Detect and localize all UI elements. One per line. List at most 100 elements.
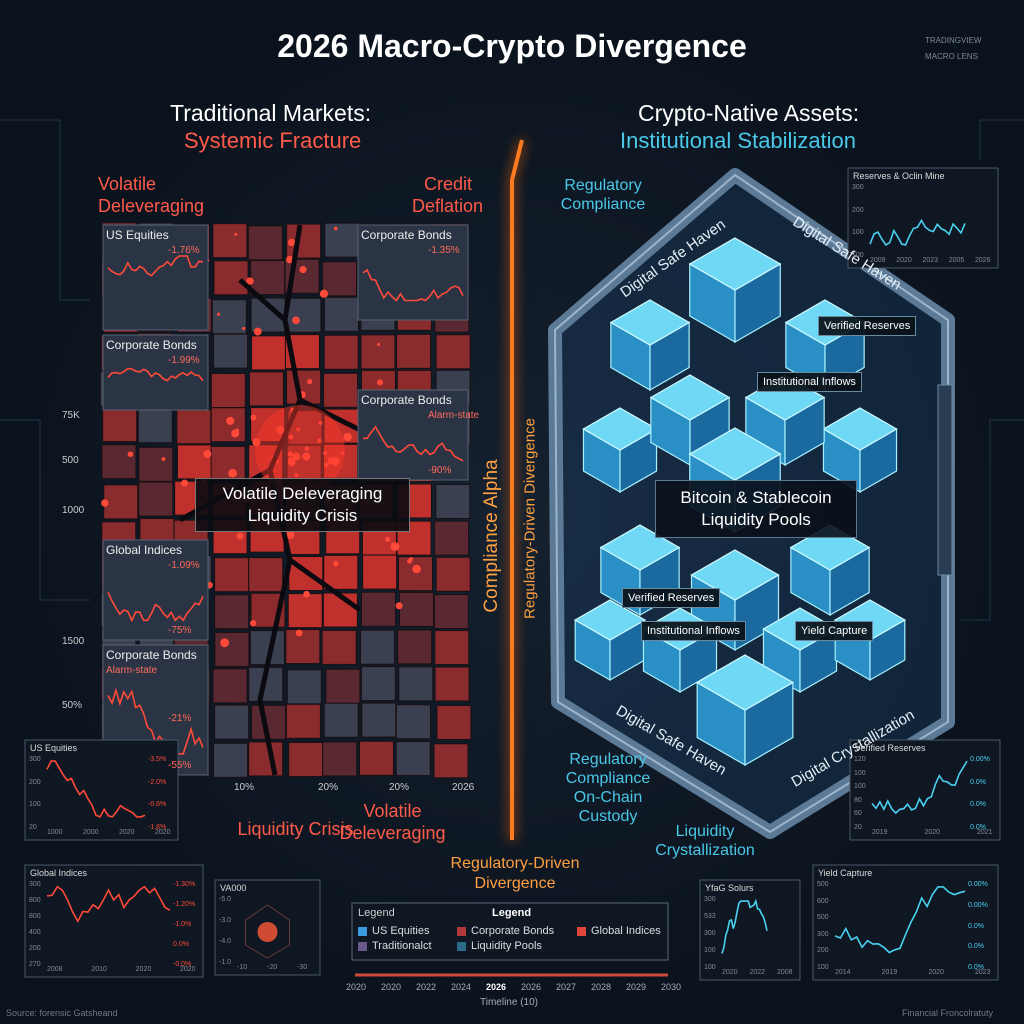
circuit	[0, 419, 90, 601]
shard	[246, 277, 254, 285]
panel-xtick: 2020	[180, 966, 196, 973]
legend-label: Traditionalct	[372, 940, 432, 952]
shard	[236, 532, 244, 540]
market-tile	[102, 224, 209, 331]
tile-title: Global Indices	[106, 543, 183, 557]
mosaic-tile	[322, 261, 358, 297]
tile-note: -55%	[168, 760, 192, 771]
legend-label: Liquidity Pools	[471, 940, 542, 952]
panel-ytick: 600	[817, 897, 829, 905]
shard	[412, 564, 421, 574]
mosaic-tile	[248, 557, 284, 593]
panel-xtick: 2010	[91, 966, 107, 973]
mosaic-tile	[323, 443, 359, 479]
mosaic-tile	[323, 334, 359, 370]
panel-side: -1.30%	[173, 881, 196, 888]
panel-xtick: 2020	[135, 966, 152, 973]
panel-xtick: 2019	[881, 969, 898, 976]
mosaic-tile	[214, 557, 250, 593]
timeline-year: 2027	[556, 982, 577, 992]
cube-top	[690, 549, 780, 601]
panel-xtick: 2020	[155, 829, 171, 836]
center-label: Bitcoin & Stablecoin Liquidity Pools	[655, 480, 857, 538]
panel-ytick: -3.0	[219, 917, 232, 924]
shard	[376, 379, 384, 386]
mosaic-tile	[285, 703, 321, 739]
shard	[331, 456, 340, 466]
mosaic-tile	[435, 556, 471, 592]
legend-swatch	[577, 927, 586, 936]
timeline-year: 2029	[626, 982, 647, 992]
panel-ytick: 270	[29, 961, 41, 968]
mosaic-tile	[214, 594, 250, 630]
mosaic-tile	[286, 297, 322, 333]
mosaic-tile	[286, 369, 322, 405]
panel-xtick: 2020	[924, 829, 941, 836]
panel-ytick: 200	[29, 778, 41, 786]
center-label: Volatile Deleveraging Liquidity Crisis	[195, 478, 410, 532]
panel-xtick: 2014	[835, 969, 851, 976]
mosaic-tile	[321, 629, 357, 665]
panel-ytick: 300	[704, 930, 716, 937]
timeline-year: 2026	[486, 982, 507, 992]
panel-ytick: 100	[704, 947, 716, 954]
panel-title: Reserves & Oclin Mine	[853, 171, 945, 181]
right-heading: Crypto-Native Assets:	[638, 100, 860, 126]
tag: Institutional Inflows	[757, 372, 862, 392]
legend-title: Legend	[492, 907, 532, 919]
callout: Regulatory Compliance	[560, 177, 646, 213]
panel-xtick: 2022	[749, 969, 766, 976]
panel-ytick: 200	[817, 947, 829, 955]
shard	[217, 312, 221, 316]
mosaic-tile	[214, 632, 250, 668]
callout: Liquidity Crisis	[237, 819, 354, 839]
callout: Liquidity Crystallization	[655, 823, 755, 859]
mosaic-tile	[249, 630, 285, 666]
divider-label: Regulatory-Driven Divergence	[521, 418, 539, 619]
hexagon-edge	[553, 173, 949, 834]
panel-title: US Equities	[30, 743, 78, 753]
timeline-year: 2020	[346, 982, 367, 992]
panel-ytick: 100	[29, 801, 41, 809]
callout: Regulatory Compliance On-Chain Custody	[565, 751, 651, 825]
tile-title: US Equities	[106, 228, 169, 242]
panel	[24, 864, 204, 978]
panel-ytick: 500	[817, 881, 829, 888]
circuit	[960, 419, 1024, 621]
mosaic-tile	[359, 629, 395, 665]
panel-side: -1.0%	[173, 921, 192, 928]
circuit	[0, 119, 90, 301]
shard	[286, 255, 294, 264]
panel-side: 0.0%	[970, 801, 986, 809]
mosaic-tile	[323, 372, 359, 408]
shard	[203, 450, 212, 458]
shard	[377, 342, 381, 346]
left-subheading: Systemic Fracture	[184, 128, 362, 153]
legend-swatch	[457, 927, 466, 936]
mosaic-tile	[435, 334, 471, 370]
legend-swatch	[358, 927, 367, 936]
shard	[340, 451, 345, 455]
panel-xtick: -20	[267, 964, 278, 971]
shard	[220, 638, 230, 648]
shard	[395, 602, 403, 610]
panel-ytick: 120	[854, 756, 866, 763]
crack	[178, 224, 362, 776]
sparkline	[721, 898, 768, 954]
panel-xtick: 2023	[975, 969, 991, 976]
panel-xtick: 2005	[948, 257, 965, 264]
shard	[407, 559, 412, 564]
panel	[849, 739, 1001, 841]
panel-side: -0.6%	[148, 801, 167, 809]
side-bracket	[937, 384, 953, 576]
panel-ytick: 500	[817, 914, 829, 922]
panel-side: 0.00%	[970, 756, 990, 763]
tile-note: -90%	[428, 465, 452, 476]
mosaic-tile	[176, 444, 212, 480]
shard	[295, 629, 303, 637]
shard	[250, 414, 257, 421]
callout: Volatile Deleveraging	[98, 174, 205, 216]
mosaic-tile	[397, 629, 433, 665]
panel	[847, 167, 999, 269]
panel-side: 0.0%	[173, 941, 189, 948]
